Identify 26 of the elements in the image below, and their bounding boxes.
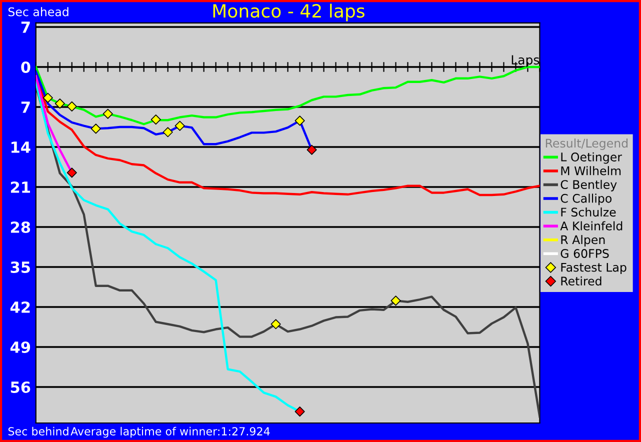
y-tick-label: 21 [10,181,30,193]
y-tick-label: 42 [10,301,30,313]
x-axis-title: Laps [512,55,540,67]
legend-title: Result/Legend [546,138,628,150]
y-axis-title: Sec ahead [8,7,68,16]
legend-label: F Schulze [561,207,616,217]
legend-label: R Alpen [561,235,605,246]
legend-label: M Wilhelm [561,166,621,176]
y-tick-label: 7 [21,22,30,33]
legend-label: Fastest Lap [561,262,626,274]
y-tick-label: 35 [10,261,30,274]
text: Average laptime of winner:1:27.924 [70,426,270,438]
text: Sec behind [8,426,68,436]
chart-title: Monaco - 42 laps [213,4,364,22]
legend-label: C Callipo [560,194,612,206]
legend-label: Retired [561,276,602,286]
y-tick-label: 0 [21,61,30,74]
legend-label: G 60FPS [560,249,609,258]
y-tick-label: 14 [12,142,30,153]
y-tick-label: 28 [10,221,30,234]
y-tick-label: 7 [21,102,30,113]
y-tick-label: 49 [10,341,30,354]
legend-label: A Kleinfeld [560,221,622,230]
y-tick-label: 56 [10,381,30,394]
legend-label: L Oetinger [561,152,622,164]
legend-label: C Bentley [560,180,617,192]
